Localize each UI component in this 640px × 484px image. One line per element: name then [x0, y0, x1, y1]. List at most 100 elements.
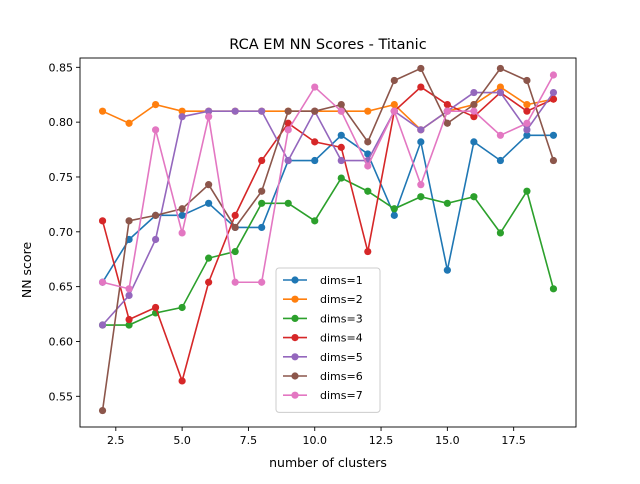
data-point-s5-1: [98, 321, 107, 329]
data-point-s7-4: [178, 229, 186, 237]
data-point-s3-11: [364, 187, 372, 195]
data-point-s1-7: [258, 223, 266, 232]
x-axis-label: number of clusters: [269, 455, 387, 470]
data-point-s2-3: [151, 101, 160, 109]
data-point-s3-5: [205, 254, 213, 262]
y-axis: 0.55 0.60 0.65 0.70 0.75 0.80 0.85: [49, 61, 80, 403]
data-point-s3-16: [496, 229, 505, 237]
data-point-s3-12: [390, 205, 398, 213]
data-point-s5-5: [205, 107, 213, 115]
data-point-s4-9: [311, 138, 319, 146]
data-point-s1-4: [178, 211, 186, 219]
y-tick-label-6: 0.80: [49, 116, 74, 129]
y-axis-label: NN score: [19, 242, 34, 299]
data-point-s5-8: [284, 156, 292, 165]
data-point-s3-13: [417, 193, 425, 201]
series-line-2: [102, 86, 554, 131]
y-tick-label-4: 0.70: [49, 226, 74, 239]
y-tick-label-3: 0.65: [49, 281, 74, 294]
data-point-s3-9: [311, 217, 319, 225]
data-point-s3-2: [125, 321, 133, 329]
legend-label-1: dims=1: [320, 274, 363, 287]
data-point-s7-8: [284, 126, 292, 134]
data-point-s7-16: [496, 131, 505, 139]
x-tick-label-6: 15.0: [435, 434, 460, 447]
data-point-s4-7: [258, 156, 266, 165]
legend-label-3: dims=3: [320, 312, 363, 325]
series-line-3: [102, 177, 555, 326]
x-tick-label-3: 7.5: [240, 434, 258, 447]
data-point-s6-7: [258, 187, 266, 195]
data-point-s7-5: [205, 113, 213, 121]
data-point-s5-3: [151, 235, 160, 244]
x-tick-label-2: 5.0: [173, 434, 191, 447]
data-point-s7-3: [151, 126, 160, 134]
data-point-s2-11: [364, 107, 372, 115]
data-point-s4-5: [205, 278, 213, 286]
chart-title: RCA EM NN Scores - Titanic: [229, 37, 426, 53]
legend-label-2: dims=2: [320, 293, 363, 306]
data-point-s4-13: [417, 83, 425, 91]
data-point-s2-16: [496, 83, 505, 91]
data-point-s4-17: [523, 107, 531, 115]
x-tick-label-7: 17.5: [501, 434, 526, 447]
series-line-7: [102, 74, 555, 290]
data-point-s3-15: [470, 193, 478, 201]
data-point-s1-9: [311, 156, 319, 165]
data-point-s4-1: [98, 217, 107, 225]
data-point-s6-9: [311, 107, 319, 115]
data-point-s1-13: [417, 138, 425, 146]
data-point-s6-17: [523, 76, 531, 85]
data-point-s6-13: [417, 64, 425, 73]
data-point-s3-7: [258, 199, 266, 207]
data-point-s4-10: [337, 143, 345, 151]
data-point-s7-10: [337, 107, 345, 115]
data-point-s7-13: [417, 181, 425, 189]
data-point-s4-4: [178, 377, 186, 385]
data-point-s5-15: [470, 88, 478, 97]
data-point-s1-14: [443, 266, 451, 274]
legend-marker-5: [291, 353, 299, 361]
data-point-s5-2: [125, 291, 133, 300]
data-point-s6-3: [151, 211, 160, 219]
data-point-s5-10: [337, 156, 345, 165]
y-tick-label-2: 0.60: [49, 335, 74, 348]
data-point-s6-10: [337, 101, 345, 109]
data-point-s3-4: [178, 303, 186, 312]
data-point-s7-6: [231, 278, 239, 286]
data-point-s2-17: [523, 101, 531, 109]
data-point-s6-11: [364, 138, 372, 146]
legend-marker-6: [291, 372, 299, 380]
legend-marker-4: [291, 334, 299, 342]
data-point-s6-4: [178, 205, 186, 213]
data-point-s4-6: [231, 211, 239, 219]
axes-frame: [79, 57, 577, 428]
data-point-s4-11: [364, 247, 372, 256]
data-point-s6-18: [549, 156, 558, 165]
data-point-s6-1: [98, 406, 107, 415]
data-point-s6-6: [231, 223, 239, 232]
data-point-s5-18: [549, 88, 558, 97]
data-point-s6-8: [284, 107, 292, 115]
data-point-s2-2: [125, 119, 133, 127]
data-point-s6-14: [443, 119, 451, 127]
data-point-s7-2: [125, 285, 133, 293]
data-point-s6-2: [125, 217, 133, 225]
data-point-s4-18: [549, 95, 558, 103]
x-axis: 2.5 5.0 7.5 10.0 12.5 15.0 17.5: [107, 427, 526, 447]
data-point-s3-18: [549, 285, 558, 293]
legend: dims=1 dims=2 dims=3 dims=4 dims=5 dims=6 dims…: [275, 267, 381, 413]
data-point-s5-7: [258, 107, 266, 115]
x-tick-label-1: 2.5: [107, 434, 125, 447]
data-point-s3-8: [284, 199, 292, 207]
data-point-s1-18: [549, 131, 558, 139]
data-point-s7-17: [523, 119, 531, 127]
series-line-5: [101, 91, 555, 326]
data-point-s5-6: [231, 107, 239, 115]
y-tick-label-5: 0.75: [49, 171, 74, 184]
plot-area: [79, 57, 577, 428]
data-point-s7-12: [390, 107, 398, 115]
data-point-s1-5: [205, 199, 213, 207]
legend-label-7: dims=7: [320, 389, 363, 402]
